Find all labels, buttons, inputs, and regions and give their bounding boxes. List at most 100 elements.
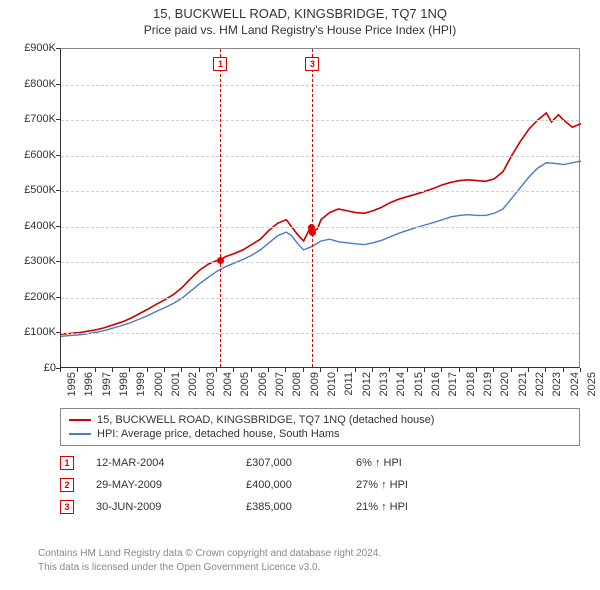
x-axis-label: 2000 [153,372,165,402]
y-axis-label: £400K [8,220,56,232]
x-axis-label: 2021 [517,372,529,402]
x-axis-label: 1999 [135,372,147,402]
legend-label: 15, BUCKWELL ROAD, KINGSBRIDGE, TQ7 1NQ … [97,414,434,426]
y-tick [56,119,60,120]
x-tick [511,368,512,372]
sale-number-badge: 3 [60,500,74,514]
attribution: Contains HM Land Registry data © Crown c… [38,547,381,574]
x-axis-label: 2009 [309,372,321,402]
sale-dot [217,257,224,264]
x-tick [372,368,373,372]
x-axis-label: 2024 [569,372,581,402]
x-tick [441,368,442,372]
x-tick [580,368,581,372]
sale-hpi-diff: 6% ↑ HPI [356,457,506,469]
x-tick [320,368,321,372]
x-tick [181,368,182,372]
gridline [61,333,579,334]
y-axis-label: £500K [8,184,56,196]
x-axis-label: 2015 [413,372,425,402]
x-axis-label: 2014 [395,372,407,402]
sale-marker-line [312,49,313,367]
gridline [61,262,579,263]
x-tick [355,368,356,372]
x-tick [493,368,494,372]
x-tick [424,368,425,372]
sale-dot [309,229,316,236]
y-tick [56,48,60,49]
x-axis-label: 2007 [274,372,286,402]
x-tick [164,368,165,372]
y-axis-label: £200K [8,291,56,303]
x-tick [337,368,338,372]
sale-marker-label: 3 [305,57,319,71]
y-tick [56,332,60,333]
x-tick [233,368,234,372]
x-tick [251,368,252,372]
legend-label: HPI: Average price, detached house, Sout… [97,428,340,440]
x-tick [147,368,148,372]
chart-title: 15, BUCKWELL ROAD, KINGSBRIDGE, TQ7 1NQ [0,0,600,21]
sale-marker-label: 1 [213,57,227,71]
x-tick [545,368,546,372]
y-tick [56,190,60,191]
sales-table: 112-MAR-2004£307,0006% ↑ HPI229-MAY-2009… [60,452,506,518]
x-tick [60,368,61,372]
x-axis-label: 2017 [447,372,459,402]
x-tick [285,368,286,372]
x-axis-label: 2023 [551,372,563,402]
x-axis-label: 2018 [465,372,477,402]
x-axis-label: 1997 [101,372,113,402]
sale-number-badge: 2 [60,478,74,492]
x-axis-label: 1998 [118,372,130,402]
x-tick [303,368,304,372]
chart-subtitle: Price paid vs. HM Land Registry's House … [0,21,600,43]
sale-price: £307,000 [246,457,356,469]
sale-marker-line [220,49,221,367]
y-axis-label: £100K [8,326,56,338]
x-axis-label: 2005 [239,372,251,402]
x-tick [199,368,200,372]
legend-swatch [69,419,91,421]
x-axis-label: 2013 [378,372,390,402]
y-tick [56,84,60,85]
x-tick [476,368,477,372]
sale-price: £400,000 [246,479,356,491]
y-tick [56,226,60,227]
chart-plot-area: 13 [60,48,580,368]
x-axis-label: 2011 [343,372,355,402]
sale-number-badge: 1 [60,456,74,470]
x-axis-label: 1995 [66,372,78,402]
x-axis-label: 1996 [83,372,95,402]
y-axis-label: £700K [8,113,56,125]
x-tick [389,368,390,372]
x-tick [77,368,78,372]
x-axis-label: 2006 [257,372,269,402]
y-axis-label: £0 [8,362,56,374]
legend: 15, BUCKWELL ROAD, KINGSBRIDGE, TQ7 1NQ … [60,408,580,446]
sale-hpi-diff: 27% ↑ HPI [356,479,506,491]
gridline [61,227,579,228]
legend-item: 15, BUCKWELL ROAD, KINGSBRIDGE, TQ7 1NQ … [69,413,571,427]
x-axis-label: 2020 [499,372,511,402]
sale-date: 30-JUN-2009 [96,501,246,513]
x-tick [112,368,113,372]
gridline [61,156,579,157]
gridline [61,298,579,299]
x-axis-label: 2001 [170,372,182,402]
x-axis-label: 2012 [361,372,373,402]
sale-row: 112-MAR-2004£307,0006% ↑ HPI [60,452,506,474]
x-axis-label: 2025 [586,372,598,402]
x-tick [407,368,408,372]
x-axis-label: 2019 [482,372,494,402]
attribution-line-2: This data is licensed under the Open Gov… [38,561,381,575]
x-axis-label: 2008 [291,372,303,402]
gridline [61,191,579,192]
x-tick [563,368,564,372]
sale-row: 330-JUN-2009£385,00021% ↑ HPI [60,496,506,518]
sale-row: 229-MAY-2009£400,00027% ↑ HPI [60,474,506,496]
legend-swatch [69,433,91,435]
x-tick [95,368,96,372]
x-tick [528,368,529,372]
y-axis-label: £600K [8,149,56,161]
